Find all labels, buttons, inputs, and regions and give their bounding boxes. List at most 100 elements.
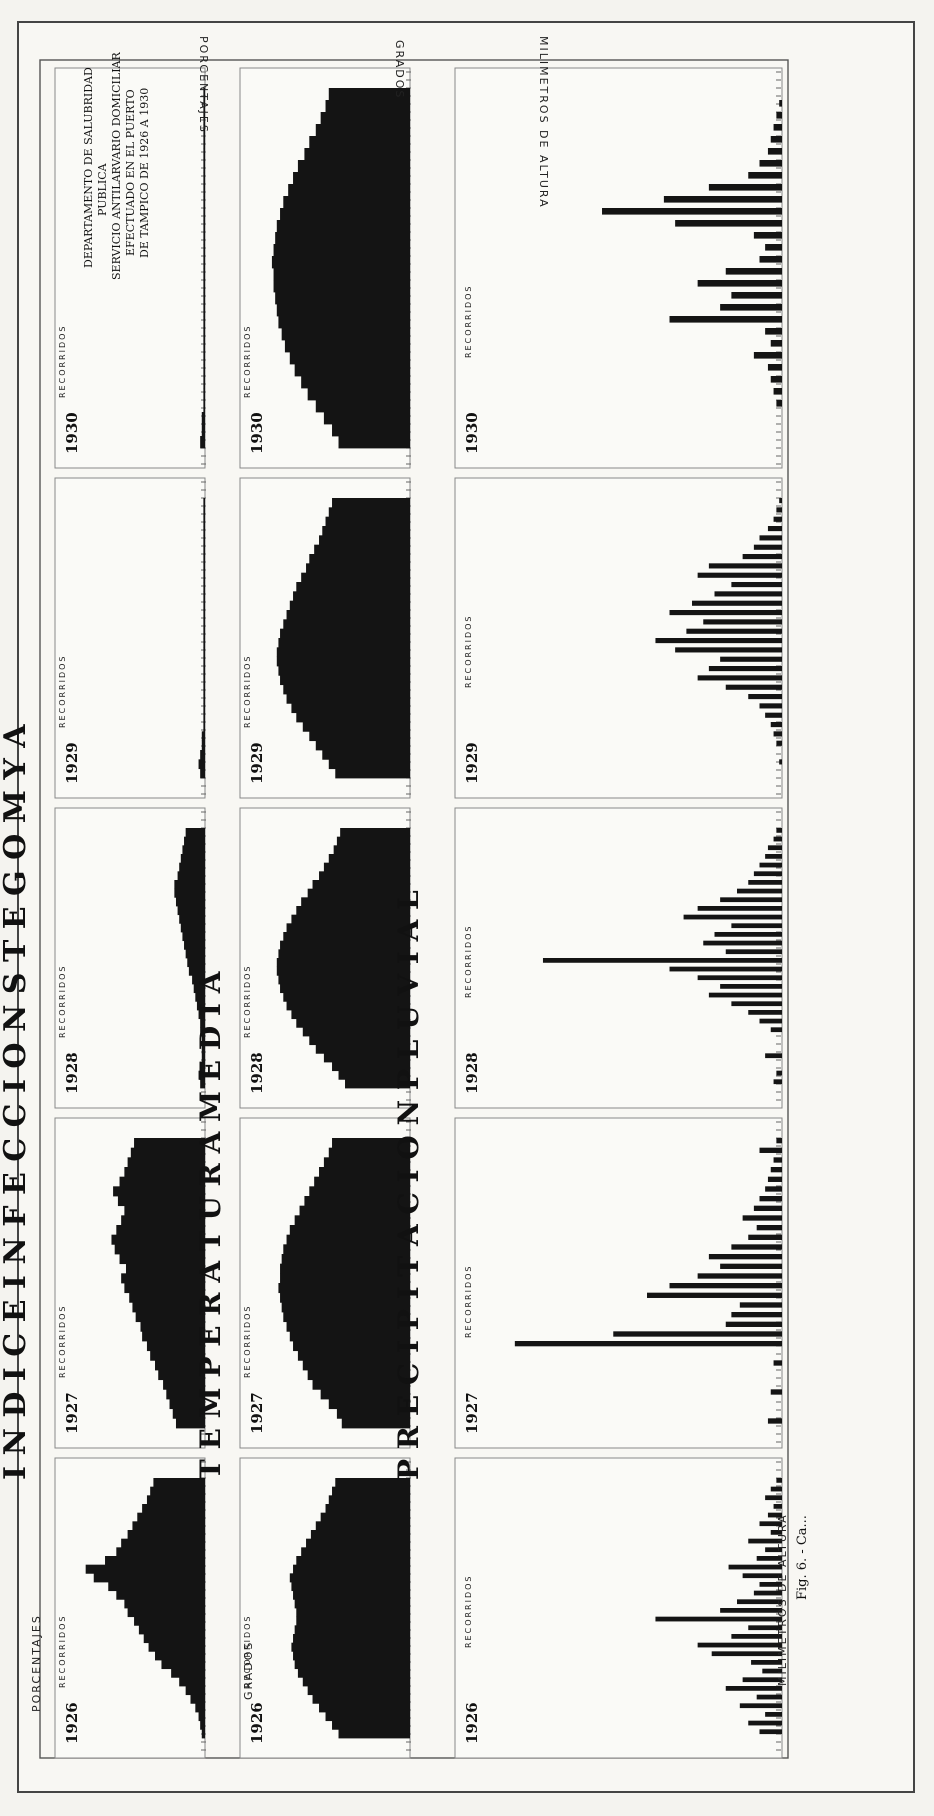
chart-bar <box>203 628 205 639</box>
chart-bar <box>278 638 410 648</box>
chart-bar <box>304 148 410 161</box>
chart-bar <box>312 1694 410 1704</box>
chart-bar <box>203 703 205 714</box>
chart-bar <box>309 731 410 742</box>
year-label: 1930 <box>248 412 266 454</box>
recorridos-label: RECORRIDOS <box>58 654 67 728</box>
chart-bar <box>675 647 782 653</box>
chart-bar <box>294 1599 410 1609</box>
chart-bar <box>767 148 782 155</box>
year-label: 1927 <box>463 1392 481 1434</box>
chart-bar <box>773 1360 782 1366</box>
chart-bar <box>765 328 782 335</box>
chart-bar <box>328 507 410 518</box>
chart-bar <box>669 610 782 616</box>
chart-bar <box>119 1176 205 1187</box>
chart-bar <box>283 1244 410 1255</box>
chart-bar <box>731 923 782 929</box>
chart-bar <box>273 244 410 257</box>
chart-bar <box>762 1668 782 1674</box>
chart-bar <box>714 932 782 937</box>
chart-bar <box>276 958 410 968</box>
year-label: 1926 <box>63 1702 81 1744</box>
chart-bar <box>280 984 410 994</box>
chart-bar <box>297 160 410 173</box>
chart-bar <box>765 1712 782 1717</box>
chart-bar <box>753 1205 782 1211</box>
chart-bar <box>325 100 410 113</box>
chart-bar <box>143 1634 205 1644</box>
recorridos-label: RECORRIDOS <box>243 654 252 728</box>
chart-bar <box>731 1001 782 1007</box>
chart-bar <box>720 897 782 903</box>
chart-bar <box>759 1196 782 1202</box>
chart-bar <box>776 828 782 833</box>
chart-bar <box>332 424 410 437</box>
chart-bar <box>283 992 410 1002</box>
chart-bar <box>302 1677 410 1687</box>
chart-bar <box>203 610 205 620</box>
chart-bar <box>323 1053 410 1063</box>
chart-bar <box>720 984 782 989</box>
chart-bar <box>203 638 205 648</box>
chart-bar <box>200 1018 205 1028</box>
chart-bar <box>203 316 205 329</box>
chart-bar <box>174 888 205 898</box>
chart-bar <box>767 526 782 532</box>
chart-bar <box>307 888 410 898</box>
chart-bar <box>770 1530 782 1535</box>
chart-bar <box>773 1157 782 1163</box>
recorridos-label: RECORRIDOS <box>58 1304 67 1378</box>
chart-bar <box>325 1712 410 1722</box>
chart-bar <box>773 1079 782 1085</box>
chart-bar <box>779 498 782 504</box>
chart-bar <box>328 88 410 101</box>
chart-bar <box>286 1001 410 1011</box>
chart-bar <box>296 712 410 723</box>
chart-bar <box>315 740 410 751</box>
chart-bar <box>514 1341 782 1347</box>
chart-bar <box>203 208 205 221</box>
chart-bar <box>301 1547 410 1557</box>
chart-bar <box>289 1573 410 1583</box>
chart-bar <box>328 854 410 864</box>
chart-bar <box>203 328 205 341</box>
recorridos-label: RECORRIDOS <box>58 1614 67 1688</box>
chart-bar <box>203 232 205 245</box>
chart-bar <box>759 1018 782 1024</box>
chart-bar <box>731 1312 782 1318</box>
chart-bar <box>697 675 782 681</box>
chart-bar <box>175 1418 205 1429</box>
chart-bar <box>140 1321 205 1332</box>
chart-bar <box>725 949 782 955</box>
chart-bar <box>114 1244 205 1255</box>
chart-bar <box>708 1254 782 1260</box>
chart-bar <box>135 1312 205 1323</box>
chart-bar <box>703 619 782 625</box>
chart-bar <box>737 1599 782 1605</box>
chart-bar <box>742 554 782 560</box>
chart-bar <box>203 292 205 305</box>
chart-bar <box>751 1660 782 1665</box>
chart-bar <box>203 172 205 185</box>
chart-bar <box>134 1138 205 1149</box>
year-label: 1929 <box>248 742 266 784</box>
chart-bar <box>150 1486 205 1496</box>
chart-bar <box>759 1147 782 1153</box>
year-label: 1928 <box>248 1052 266 1094</box>
chart-bar <box>293 1590 410 1600</box>
chart-bar <box>179 862 205 872</box>
chart-bar <box>192 975 205 985</box>
chart-bar <box>203 563 205 574</box>
chart-bar <box>756 1556 782 1561</box>
chart-bar <box>203 712 205 723</box>
chart-bar <box>647 1292 782 1298</box>
chart-bar <box>663 196 782 203</box>
chart-bar <box>773 124 782 131</box>
chart-bar <box>283 196 410 209</box>
chart-bar <box>180 923 205 933</box>
chart-bar <box>203 666 205 676</box>
recorridos-label: RECORRIDOS <box>58 324 67 398</box>
chart-bar <box>203 554 205 564</box>
chart-bar <box>132 1521 205 1531</box>
